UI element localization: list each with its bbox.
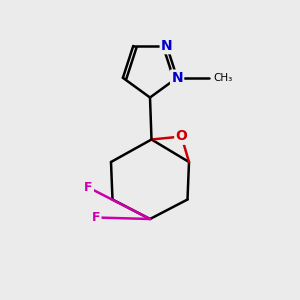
Text: F: F — [92, 211, 100, 224]
Text: CH₃: CH₃ — [213, 73, 233, 83]
Text: F: F — [84, 181, 93, 194]
Text: O: O — [176, 130, 188, 143]
Text: N: N — [171, 71, 183, 85]
Text: N: N — [161, 39, 172, 53]
